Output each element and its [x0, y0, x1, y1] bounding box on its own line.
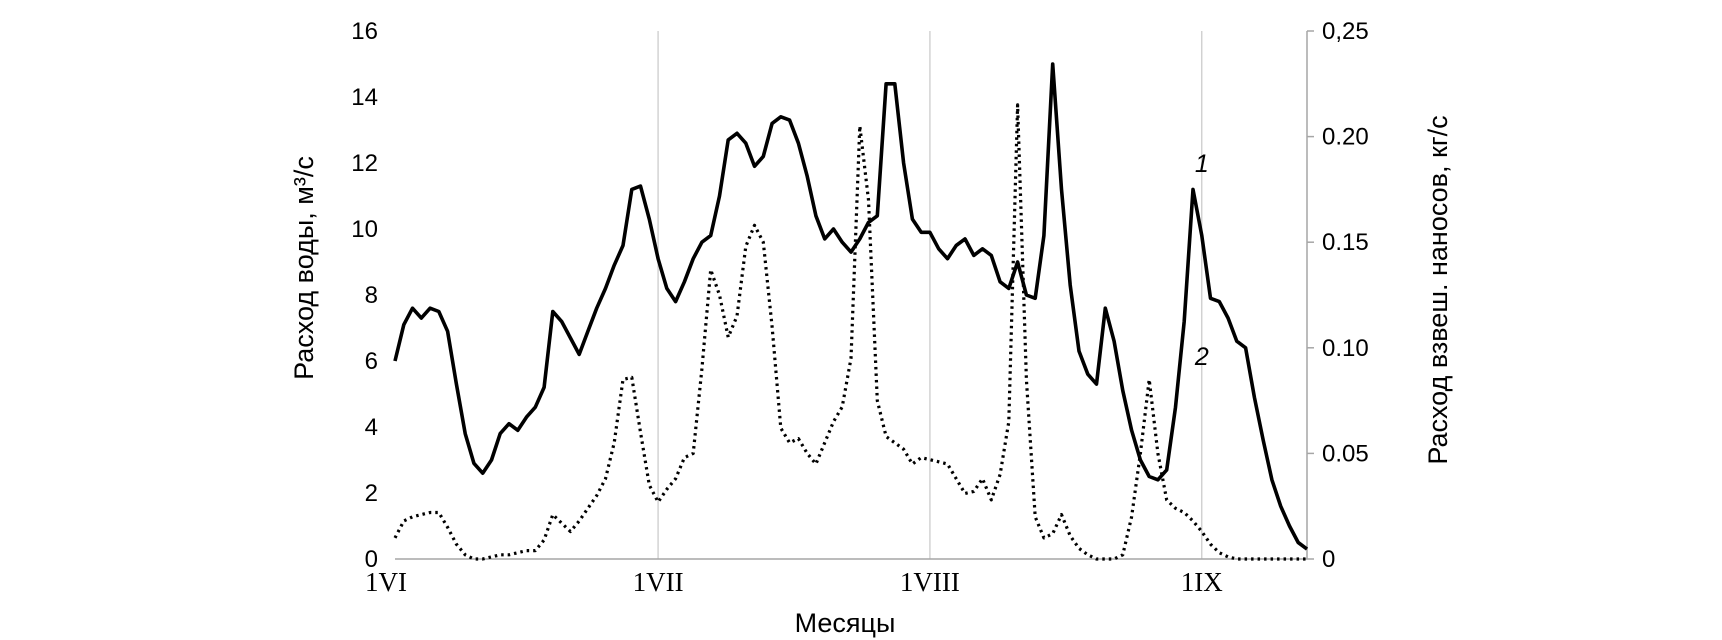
right-tick-label: 0.05 — [1322, 440, 1369, 467]
right-tick-label: 0,25 — [1322, 18, 1369, 45]
left-tick-label: 14 — [351, 84, 378, 111]
left-tick-label: 16 — [351, 18, 378, 45]
right-axis-title: Расход взвеш. наносов, кг/с — [1423, 115, 1453, 464]
x-tick-label: 1IX — [1181, 567, 1223, 597]
axis-titles: Месяцы Расход воды, м³/с Расход взвеш. н… — [289, 115, 1453, 638]
left-axis-title: Расход воды, м³/с — [289, 156, 319, 380]
x-tick-label: 1VIII — [900, 567, 960, 597]
series-line-1 — [393, 62, 1309, 551]
left-tick-label: 12 — [351, 150, 378, 177]
right-axis-ticks: 0 0.05 0.10 0.15 0.20 0,25 — [1307, 18, 1369, 573]
left-tick-label: 6 — [365, 348, 378, 375]
right-tick-label: 0.10 — [1322, 335, 1369, 362]
left-tick-label: 2 — [365, 480, 378, 507]
series-line-2 — [393, 103, 1307, 561]
axes — [395, 31, 1308, 560]
x-tick-label: 1VII — [633, 567, 684, 597]
x-tick-label: 1VI — [365, 567, 407, 597]
left-tick-label: 10 — [351, 216, 378, 243]
series-annotation-2: 2 — [1194, 343, 1209, 371]
series — [393, 62, 1309, 561]
right-tick-label: 0.15 — [1322, 229, 1369, 256]
x-axis-title: Месяцы — [795, 608, 896, 638]
left-tick-label: 0 — [365, 546, 378, 573]
left-axis-ticks: 0 2 4 6 8 10 12 14 16 — [351, 18, 378, 573]
vertical-gridlines — [657, 31, 1203, 559]
right-tick-label: 0 — [1322, 546, 1335, 573]
series-annotation-1: 1 — [1195, 150, 1209, 178]
left-tick-label: 8 — [365, 282, 378, 309]
right-tick-label: 0.20 — [1322, 124, 1369, 151]
left-tick-label: 4 — [365, 414, 378, 441]
x-axis-ticks: 1VI 1VII 1VIII 1IX — [365, 567, 1223, 597]
